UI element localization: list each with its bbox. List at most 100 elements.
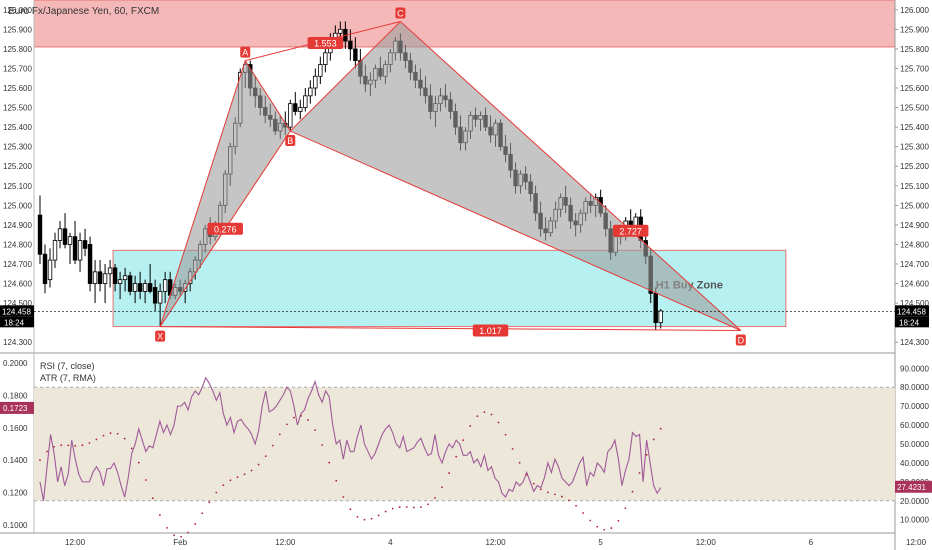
atr-dot [166,526,168,529]
atr-dot [575,504,577,507]
atr-dot [384,510,387,513]
point-label-a: A [242,48,248,58]
atr-dot [617,519,620,522]
left-price-tick-label: 125.800 [3,45,32,54]
atr-tick-label: 0.1800 [3,391,28,400]
price-tick-label: 125.900 [900,25,929,34]
atr-dot [74,444,77,447]
rsi-tick-label: 70.0000 [900,402,929,411]
atr-dot [497,421,500,424]
candle-body [37,214,43,255]
atr-dot [257,463,260,466]
candle-body [47,259,53,281]
time-tick-label: 4 [388,538,393,547]
left-price-tick-label: 125.300 [3,143,32,152]
candle-body [97,271,103,284]
atr-dot [539,488,542,491]
atr-dot [568,499,570,502]
ratio-label: 2.727 [619,226,642,236]
candle-body [308,87,313,97]
price-tick-label: 124.500 [900,299,929,308]
atr-dot [448,472,451,474]
atr-dot [123,437,126,440]
atr-dot [201,512,204,515]
atr-tick-label: 0.2000 [3,359,28,368]
left-price-tick-label: 125.700 [3,64,32,73]
rsi-tick-label: 60.0000 [900,421,929,430]
candle-body [87,244,93,284]
legend-rsi: RSI (7, close) [40,361,95,371]
countdown-badge-left [0,316,34,328]
left-price-tick-label: 125.500 [3,104,32,113]
atr-dot [391,507,394,510]
left-price-tick-label: 124.300 [3,338,32,347]
atr-dot [264,455,267,458]
price-tick-label: 125.400 [900,123,929,132]
indicator-pane: 0.2000 0.1800 0.1600 0.1400 0.1200 0.1000 90.0… [0,359,932,538]
left-price-tick-label: 124.600 [3,280,32,289]
countdown-value-right: 18:24 [899,318,920,327]
atr-dot [434,496,436,499]
atr-dot [476,415,479,418]
candle-body [62,228,68,245]
rsi-line [39,376,662,501]
time-tick-label: 12:00 [65,538,86,547]
atr-dot [81,444,84,447]
candle-body [353,48,358,62]
atr-dot [469,425,472,427]
left-price-tick-label: 124.900 [3,221,32,230]
countdown-value-left: 18:24 [4,318,25,327]
atr-dot [285,423,288,426]
candle-body [122,275,128,281]
chart-title: Euro Fx/Japanese Yen, 60, FXCM [8,6,159,17]
candle-body [147,283,153,292]
atr-dot [631,490,634,493]
atr-dot [314,429,316,432]
atr-dot [321,444,324,446]
atr-dot [377,514,380,517]
atr-dot [208,501,211,504]
atr-dot [603,528,606,531]
price-tick-label: 124.600 [900,280,929,289]
atr-dot [405,506,408,508]
atr-dot [589,519,592,522]
atr-last-value: 0.1723 [3,404,28,413]
atr-dot [102,434,105,437]
price-tick-label: 126.000 [900,6,929,15]
candle-body [298,107,303,112]
atr-dot [130,447,133,450]
atr-dot [441,486,443,489]
ratio-badge [612,224,649,237]
atr-dot [293,416,295,419]
atr-dot [144,479,147,481]
triangle-bcd [289,20,742,331]
left-price-tick-label: 124.700 [3,260,32,269]
time-tick-label: 6 [809,538,814,547]
atr-dot [88,442,91,444]
candle-body [348,40,353,50]
atr-dot [229,479,232,482]
atr-dot [624,507,627,510]
ratio-label: 1.017 [479,326,502,336]
price-tick-label: 124.800 [900,240,929,249]
time-tick-label: 5 [598,538,603,547]
atr-dot [116,432,119,435]
candle-body [313,75,318,89]
atr-dot [356,516,359,518]
candle-body [57,228,63,241]
left-price-tick-label: 125.400 [3,123,32,132]
atr-dot [159,514,161,516]
sell-zone [33,0,896,48]
time-tick-label: 12:00 [906,538,927,547]
candle-body [323,52,328,65]
price-tick-label: 124.900 [900,221,929,230]
atr-tick-label: 0.1600 [3,424,28,433]
atr-last-badge [0,401,34,414]
point-label-c: C [397,9,404,19]
candle-body [112,267,118,284]
atr-dot [194,523,197,525]
candle-body [303,95,308,108]
atr-dot [109,432,112,435]
